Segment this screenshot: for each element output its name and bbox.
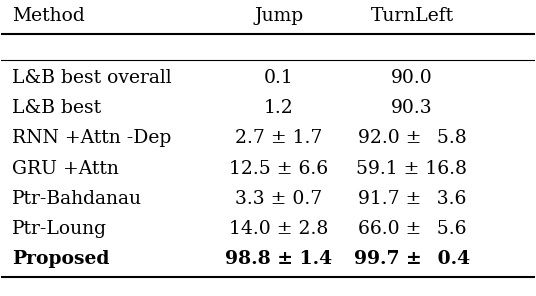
Text: 1.2: 1.2 — [264, 99, 294, 117]
Text: 90.0: 90.0 — [391, 69, 433, 87]
Text: 0.1: 0.1 — [264, 69, 294, 87]
Text: Jump: Jump — [254, 7, 303, 25]
Text: RNN +Attn -Dep: RNN +Attn -Dep — [12, 129, 172, 147]
Text: 90.3: 90.3 — [391, 99, 433, 117]
Text: Ptr-Bahdanau: Ptr-Bahdanau — [12, 190, 142, 208]
Text: 98.8 ± 1.4: 98.8 ± 1.4 — [225, 250, 332, 268]
Text: 92.0 ±  5.8: 92.0 ± 5.8 — [358, 129, 466, 147]
Text: Method: Method — [12, 7, 85, 25]
Text: 3.3 ± 0.7: 3.3 ± 0.7 — [235, 190, 322, 208]
Text: 14.0 ± 2.8: 14.0 ± 2.8 — [229, 220, 329, 238]
Text: L&B best: L&B best — [12, 99, 101, 117]
Text: Ptr-Loung: Ptr-Loung — [12, 220, 107, 238]
Text: 2.7 ± 1.7: 2.7 ± 1.7 — [235, 129, 322, 147]
Text: L&B best overall: L&B best overall — [12, 69, 172, 87]
Text: TurnLeft: TurnLeft — [370, 7, 453, 25]
Text: 66.0 ±  5.6: 66.0 ± 5.6 — [358, 220, 466, 238]
Text: 91.7 ±  3.6: 91.7 ± 3.6 — [358, 190, 466, 208]
Text: 99.7 ±  0.4: 99.7 ± 0.4 — [354, 250, 470, 268]
Text: 12.5 ± 6.6: 12.5 ± 6.6 — [229, 160, 328, 178]
Text: GRU +Attn: GRU +Attn — [12, 160, 119, 178]
Text: Proposed: Proposed — [12, 250, 109, 268]
Text: 59.1 ± 16.8: 59.1 ± 16.8 — [356, 160, 467, 178]
